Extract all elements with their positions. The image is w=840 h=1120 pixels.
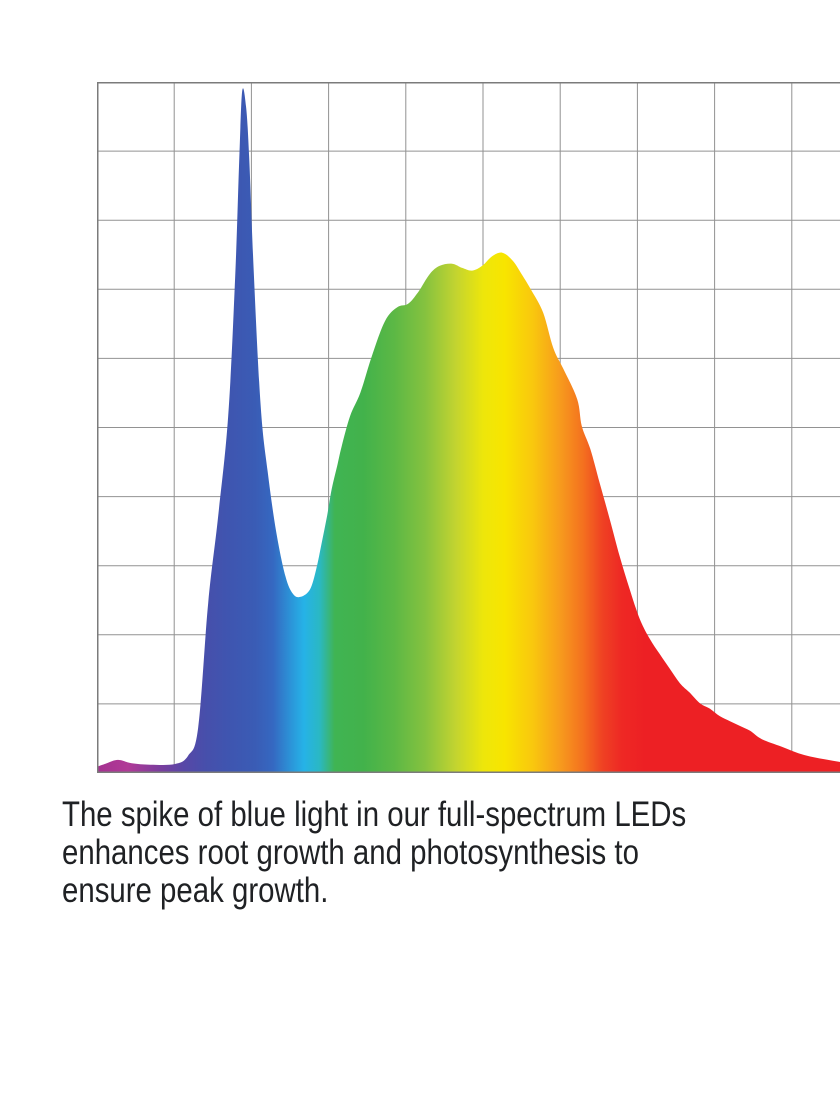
- spectrum-chart-canvas: [97, 82, 840, 773]
- caption: The spike of blue light in our full-spec…: [62, 796, 822, 910]
- caption-line-3: ensure peak growth.: [62, 871, 329, 910]
- chart-border: [97, 82, 840, 773]
- spectrum-area-curve: [97, 88, 840, 773]
- caption-line-1: The spike of blue light in our full-spec…: [62, 795, 687, 834]
- caption-line-2: enhances root growth and photosynthesis …: [62, 833, 639, 872]
- led-spectrum-chart: [97, 82, 840, 773]
